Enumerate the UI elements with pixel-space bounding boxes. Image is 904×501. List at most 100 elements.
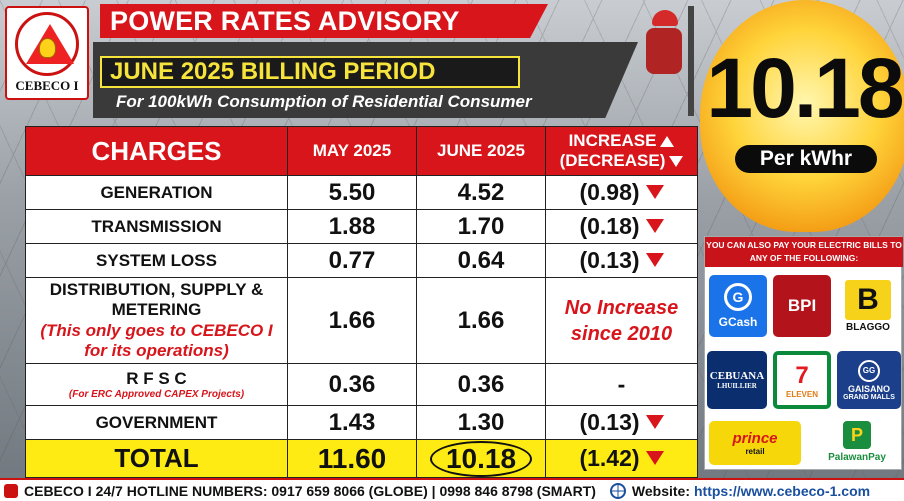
rate-unit: Per kWhr (735, 145, 877, 173)
row-label: R F S C (For ERC Approved CAPEX Projects… (25, 363, 288, 406)
seven-eleven-logo: 7 ELEVEN (773, 351, 831, 409)
website-link[interactable]: https://www.cebeco-1.com (694, 482, 871, 499)
logo-text: CEBECO I (15, 78, 79, 93)
gaisano-label: GAISANO (847, 383, 890, 394)
bpi-logo: BPI (773, 275, 831, 337)
row-prev: 0.77 (287, 243, 417, 278)
consumption-note: For 100kWh Consumption of Residential Co… (116, 92, 532, 111)
blaggo-label: BLAGGO (846, 321, 890, 333)
pole-icon (688, 6, 694, 116)
header-increase-label: INCREASE (568, 130, 657, 150)
row-curr: 0.36 (416, 363, 546, 406)
prince-label: prince (732, 430, 778, 447)
table-row: TRANSMISSION 1.88 1.70 (0.18) (25, 209, 698, 244)
globe-icon (609, 482, 626, 499)
row-prev: 0.36 (287, 363, 417, 406)
palawanpay-logo: P PalawanPay (815, 417, 899, 467)
header-charges: CHARGES (25, 126, 288, 176)
prince-sublabel: retail (745, 447, 765, 456)
logo-bulb-icon (39, 38, 56, 58)
website-label: Website: (631, 482, 690, 499)
header-june: JUNE 2025 (416, 126, 546, 176)
cebeco-logo: CEBECO I (5, 6, 89, 100)
header-decrease-label: (DECREASE) (559, 151, 666, 170)
prince-retail-logo: prince retail (709, 421, 801, 465)
arrow-up-icon (660, 135, 675, 147)
row-label: GENERATION (25, 175, 288, 210)
hotline-text: CEBECO I 24/7 HOTLINE NUMBERS: 0917 659 … (24, 482, 596, 499)
gaisano-logo: GG GAISANO GRAND MALLS (837, 351, 901, 409)
row-label-text: DISTRIBUTION, SUPPLY & METERING (49, 279, 264, 320)
table-row: GENERATION 5.50 4.52 (0.98) (25, 175, 698, 210)
gcash-label: GCash (718, 315, 758, 329)
row-sublabel: (This only goes to CEBECO I for its oper… (40, 320, 273, 360)
table-row: SYSTEM LOSS 0.77 0.64 (0.13) (25, 243, 698, 278)
red-arrow-down-icon (645, 252, 664, 267)
total-curr-value: 10.18 (429, 440, 533, 477)
palawan-label: PalawanPay (828, 452, 886, 463)
row-prev: 1.43 (287, 405, 417, 440)
blaggo-icon: B (845, 279, 891, 320)
total-prev: 11.60 (287, 439, 417, 478)
palawan-icon: P (843, 421, 871, 449)
change-value: (0.98) (579, 179, 640, 205)
gaisano-sublabel: GRAND MALLS (843, 393, 895, 401)
billing-period: JUNE 2025 BILLING PERIOD (100, 56, 520, 88)
table-header-row: CHARGES MAY 2025 JUNE 2025 INCREASE (DEC… (25, 126, 698, 176)
helmet-icon (652, 10, 678, 26)
row-change: No Increase since 2010 (545, 277, 698, 364)
arrow-down-icon (669, 156, 684, 168)
rates-table: CHARGES MAY 2025 JUNE 2025 INCREASE (DEC… (25, 126, 698, 478)
table-row: DISTRIBUTION, SUPPLY & METERING (This on… (25, 277, 698, 364)
lineman-illustration (628, 6, 718, 116)
row-curr: 1.66 (416, 277, 546, 364)
table-row: R F S C (For ERC Approved CAPEX Projects… (25, 363, 698, 406)
row-label: TRANSMISSION (25, 209, 288, 244)
cebuana-label: CEBUANA (709, 370, 765, 382)
total-change: (1.42) (545, 439, 698, 478)
logo-ring (15, 12, 79, 76)
row-curr: 0.64 (416, 243, 546, 278)
row-label: GOVERNMENT (25, 405, 288, 440)
header-increase: INCREASE (DECREASE) (545, 126, 698, 176)
gcash-logo: G GCash (709, 275, 767, 337)
row-change: - (545, 363, 698, 406)
row-change: (0.13) (545, 243, 698, 278)
row-change: (0.18) (545, 209, 698, 244)
footer-bar: CEBECO I 24/7 HOTLINE NUMBERS: 0917 659 … (0, 478, 904, 501)
row-label: SYSTEM LOSS (25, 243, 288, 278)
red-arrow-down-icon (645, 450, 664, 465)
seven-label: 7 (795, 361, 809, 389)
change-value: (0.13) (579, 247, 640, 273)
row-sublabel: (For ERC Approved CAPEX Projects) (68, 389, 245, 400)
row-curr: 4.52 (416, 175, 546, 210)
header-may: MAY 2025 (287, 126, 417, 176)
row-prev: 5.50 (287, 175, 417, 210)
change-value: (1.42) (579, 445, 640, 471)
lightbulb-icon (700, 0, 904, 232)
red-arrow-down-icon (645, 184, 664, 199)
gcash-icon: G (724, 283, 752, 311)
row-label: DISTRIBUTION, SUPPLY & METERING (This on… (25, 277, 288, 364)
page-title: POWER RATES ADVISORY (100, 4, 548, 38)
row-curr: 1.70 (416, 209, 546, 244)
change-value: (0.13) (579, 409, 640, 435)
worker-icon (646, 28, 682, 74)
total-curr: 10.18 (416, 439, 546, 478)
red-arrow-down-icon (645, 218, 664, 233)
change-value: (0.18) (579, 213, 640, 239)
payment-partners-panel: YOU CAN ALSO PAY YOUR ELECTRIC BILLS TO … (704, 236, 903, 470)
phone-icon (4, 483, 18, 498)
row-label-text: R F S C (126, 369, 187, 388)
rate-value: 10.18 (706, 41, 904, 135)
table-row: GOVERNMENT 1.43 1.30 (0.13) (25, 405, 698, 440)
seven-sublabel: ELEVEN (785, 389, 818, 399)
row-prev: 1.66 (287, 277, 417, 364)
row-change: (0.13) (545, 405, 698, 440)
row-prev: 1.88 (287, 209, 417, 244)
gaisano-icon: GG (858, 359, 880, 382)
row-curr: 1.30 (416, 405, 546, 440)
cebuana-logo: CEBUANA LHUILLIER (707, 351, 767, 409)
total-label: TOTAL (25, 439, 288, 478)
total-row: TOTAL 11.60 10.18 (1.42) (25, 439, 698, 478)
